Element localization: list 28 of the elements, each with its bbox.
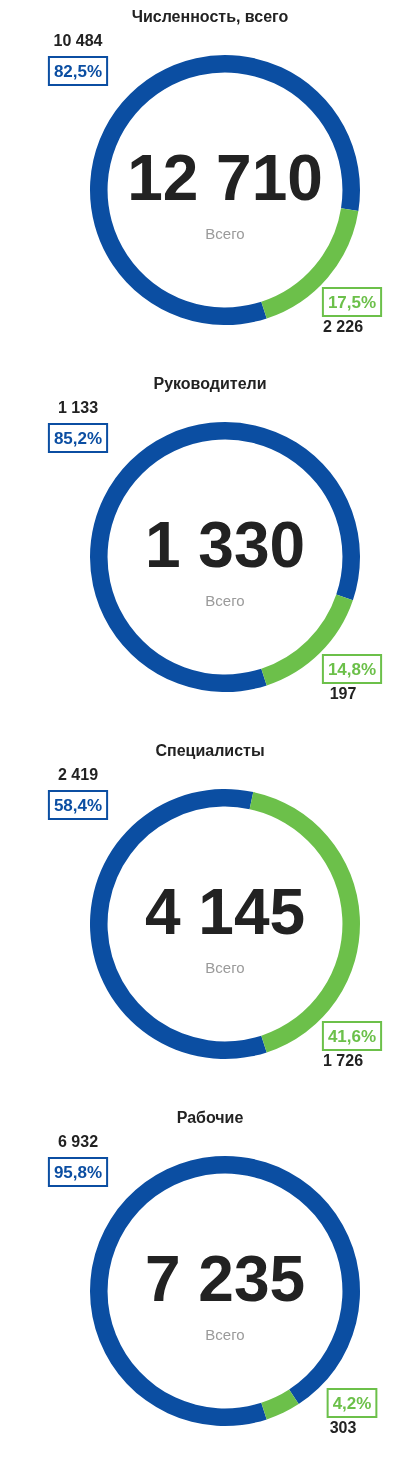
text: 17,5% <box>327 292 377 312</box>
text: Всего <box>205 225 245 243</box>
text: 7 235 <box>144 1242 306 1315</box>
chart-title: Специалисты <box>155 742 265 760</box>
text: 14,8% <box>327 659 377 679</box>
text: 85,2% <box>53 428 103 448</box>
data-label: 10 484 <box>53 32 103 50</box>
text: 41,6% <box>327 1026 377 1046</box>
data-label: 303 <box>329 1419 357 1437</box>
chart-title: Рабочие <box>176 1109 244 1127</box>
data-label: 6 932 <box>57 1133 99 1151</box>
data-label: 2 226 <box>322 318 364 336</box>
text: 1 330 <box>144 508 306 581</box>
data-label: 1 726 <box>322 1052 364 1070</box>
text: 12 710 <box>127 141 323 214</box>
chart-title: Руководители <box>153 375 267 393</box>
data-label: 2 419 <box>57 766 99 784</box>
chart-title: Численность, всего <box>131 8 289 26</box>
text: 82,5% <box>53 61 103 81</box>
text: Всего <box>205 1326 245 1344</box>
text: 4 145 <box>144 875 306 948</box>
text: Всего <box>205 592 245 610</box>
text: Всего <box>205 959 245 977</box>
text: 58,4% <box>53 795 103 815</box>
data-label: 1 133 <box>57 399 99 417</box>
text: 4,2% <box>332 1393 372 1413</box>
data-label: 197 <box>329 685 357 703</box>
text: 95,8% <box>53 1162 103 1182</box>
